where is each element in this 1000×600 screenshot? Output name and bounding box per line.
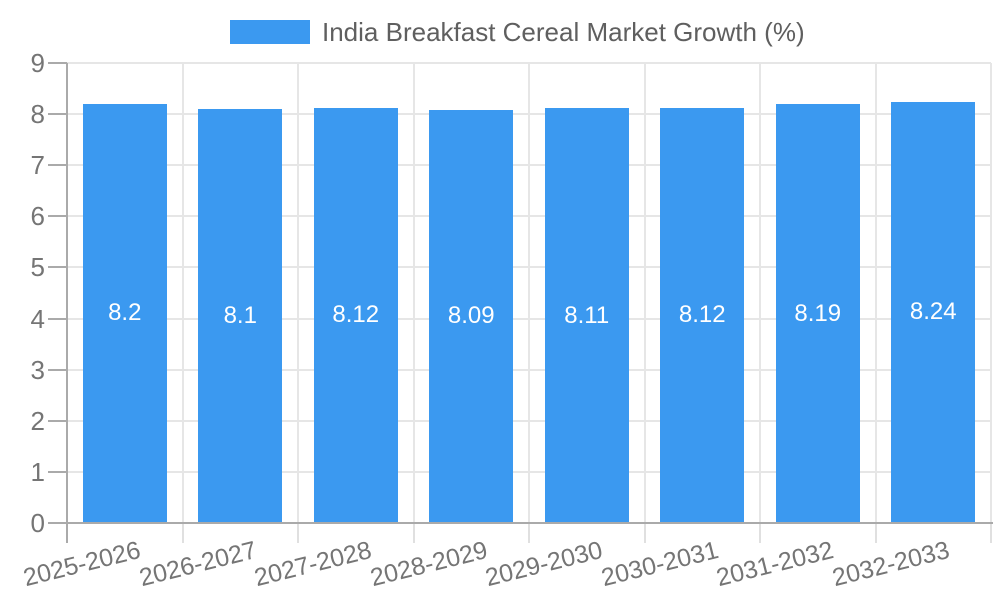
y-axis-tick — [48, 215, 67, 218]
y-axis-tick — [48, 419, 67, 422]
y-axis-tick — [48, 317, 67, 320]
x-axis-tick — [643, 523, 646, 543]
bar-value-label: 8.19 — [794, 299, 842, 327]
bar — [891, 101, 976, 523]
y-axis-tick — [48, 368, 67, 371]
v-gridline — [297, 63, 299, 523]
x-axis-label: 2028-2029 — [367, 536, 491, 593]
bar-value-label: 8.2 — [108, 299, 142, 327]
x-axis-label: 2029-2030 — [482, 536, 606, 593]
y-axis-tick — [48, 113, 67, 116]
y-axis-label: 3 — [30, 354, 45, 385]
x-axis-tick — [528, 523, 530, 543]
v-gridline — [412, 63, 415, 523]
y-axis-line — [66, 63, 68, 543]
bar — [660, 107, 745, 523]
x-axis-label: 2030-2031 — [598, 536, 722, 593]
x-axis-label: 2025-2026 — [20, 536, 144, 593]
bar — [544, 108, 629, 523]
x-axis-label: 2032-2033 — [829, 536, 953, 593]
y-axis-label: 8 — [30, 99, 45, 130]
bar — [775, 104, 860, 523]
y-axis-tick — [48, 470, 67, 473]
x-axis-tick — [874, 523, 877, 543]
y-axis-tick — [48, 164, 67, 167]
v-gridline — [990, 63, 992, 523]
bar — [82, 103, 167, 523]
bar-value-label: 8.1 — [223, 302, 257, 329]
x-axis-label: 2026-2027 — [136, 536, 260, 593]
v-gridline — [874, 63, 877, 523]
bar-value-label: 8.12 — [678, 301, 726, 329]
y-axis-label: 9 — [30, 48, 45, 78]
bar — [429, 109, 514, 523]
y-axis-label: 5 — [30, 252, 45, 283]
y-axis-label: 7 — [30, 150, 45, 181]
v-gridline — [528, 63, 530, 523]
x-axis-tick — [759, 523, 761, 543]
x-axis-tick — [412, 523, 415, 543]
bar-value-label: 8.09 — [447, 302, 495, 330]
x-axis-label: 2027-2028 — [251, 536, 375, 593]
y-axis-label: 2 — [30, 405, 45, 436]
legend-label: India Breakfast Cereal Market Growth (%) — [322, 17, 805, 47]
y-axis-tick — [48, 62, 67, 64]
v-gridline — [759, 63, 761, 523]
x-axis-tick — [297, 523, 299, 543]
y-axis-label: 4 — [30, 303, 45, 334]
x-axis-tick — [990, 523, 992, 543]
bar-value-label: 8.11 — [564, 301, 610, 329]
y-axis-label: 1 — [30, 456, 45, 487]
bar — [313, 107, 398, 523]
y-axis-label: 6 — [30, 201, 45, 232]
bar — [198, 109, 283, 523]
chart-legend: India Breakfast Cereal Market Growth (%) — [0, 0, 1000, 56]
x-axis-label: 2031-2032 — [713, 536, 837, 593]
y-axis-label: 0 — [30, 508, 45, 538]
legend-swatch — [230, 20, 310, 44]
v-gridline — [181, 63, 184, 523]
x-axis-line — [48, 522, 993, 524]
bar-value-label: 8.12 — [332, 301, 380, 329]
bar-value-label: 8.24 — [909, 298, 957, 326]
y-axis-tick — [48, 266, 67, 269]
v-gridline — [643, 63, 646, 523]
x-axis-tick — [181, 523, 184, 543]
